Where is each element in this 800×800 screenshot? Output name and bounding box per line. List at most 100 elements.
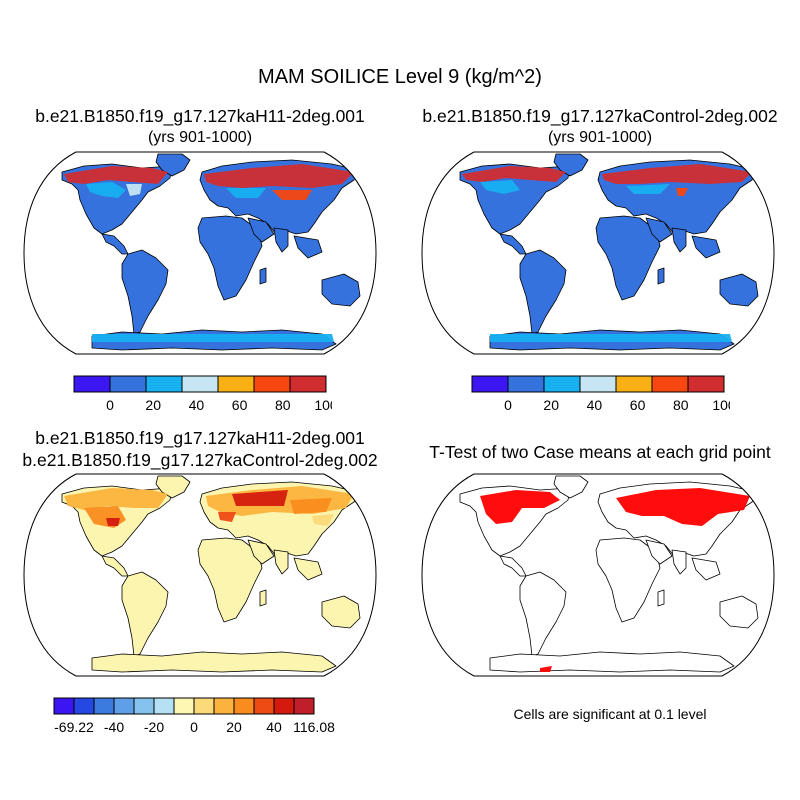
- field-patch: [126, 184, 142, 196]
- colorbar-box: [651, 375, 689, 393]
- panel-diff-title: b.e21.B1850.f19_g17.127kaH11-2deg.001: [35, 428, 365, 448]
- map-content: [61, 153, 361, 351]
- map-case1: [23, 151, 377, 355]
- field-patch: [480, 180, 520, 194]
- colorbar-box: [73, 697, 95, 715]
- colorbar-tick-label: 20: [543, 397, 559, 413]
- land-greenland: [553, 475, 589, 499]
- field-patch: [272, 190, 312, 200]
- colorbar-box: [233, 697, 255, 715]
- land-antarctica: [91, 651, 337, 673]
- colorbar-tick-label: 0: [106, 397, 114, 413]
- colorbar-box: [217, 375, 255, 393]
- land-cam: [499, 233, 527, 255]
- land-sam: [121, 249, 169, 335]
- colorbar-case1: 0 20 40 60 80 100: [73, 375, 332, 413]
- colorbar-box: [289, 375, 327, 393]
- colorbar-box: [73, 375, 111, 393]
- map-difference: [23, 473, 377, 677]
- land-africa: [197, 537, 263, 623]
- colorbar-box: [109, 375, 147, 393]
- field-patch: [540, 666, 552, 672]
- field-patch: [204, 164, 354, 188]
- land-arabia: [247, 539, 275, 565]
- panel-case1-subtitle: (yrs 901-1000): [147, 129, 253, 146]
- land-madagascar: [657, 267, 665, 285]
- colorbar-tick-label: 80: [275, 397, 291, 413]
- colorbar-box: [53, 697, 75, 715]
- field-patch: [290, 498, 332, 514]
- land-greenland: [155, 475, 191, 499]
- field-patch: [312, 514, 334, 526]
- map-content: [459, 153, 759, 351]
- field-patch: [616, 488, 750, 526]
- map-outline: [23, 473, 377, 677]
- colorbar-tick-label: -69.22: [54, 719, 94, 735]
- land-australia: [719, 273, 759, 307]
- land-madagascar: [657, 589, 665, 607]
- colorbar-box: [153, 697, 175, 715]
- land-seasia: [691, 557, 721, 581]
- land-arabia: [247, 217, 275, 243]
- land-australia: [321, 595, 361, 629]
- field-patch: [602, 164, 752, 184]
- map-content: [61, 475, 361, 673]
- colorbar-tick-label: 100: [712, 397, 730, 413]
- land-cam: [499, 555, 527, 577]
- colorbar-box: [579, 375, 617, 393]
- colorbar-box: [145, 375, 183, 393]
- colorbar-tick-label: 116.08: [293, 719, 335, 735]
- colorbar-tick-label: 40: [189, 397, 205, 413]
- map-case2: [421, 151, 775, 355]
- map-ttest: [421, 473, 775, 677]
- colorbar-box: [615, 375, 653, 393]
- land-arabia: [645, 217, 673, 243]
- land-india: [671, 549, 687, 575]
- panel-case2-subtitle: (yrs 901-1000): [547, 129, 653, 146]
- significance-note: Cells are significant at 0.1 level: [513, 706, 707, 722]
- colorbar-box: [687, 375, 725, 393]
- field-patch: [676, 188, 688, 196]
- colorbar-box: [253, 697, 275, 715]
- land-africa: [595, 215, 661, 301]
- colorbar-tick-label: 40: [587, 397, 603, 413]
- land-africa: [595, 537, 661, 623]
- land-cam: [101, 555, 129, 577]
- panel-ttest-title: T-Test of two Case means at each grid po…: [429, 442, 771, 462]
- land-india: [273, 549, 289, 575]
- land-greenland: [155, 153, 191, 177]
- colorbar-box: [507, 375, 545, 393]
- colorbar-box: [133, 697, 155, 715]
- field-patch: [64, 166, 168, 184]
- colorbar-box: [181, 375, 219, 393]
- figure-title: MAM SOILICE Level 9 (kg/m^2): [258, 66, 542, 88]
- field-patch: [490, 334, 732, 342]
- land-nam: [459, 163, 571, 235]
- land-australia: [321, 273, 361, 307]
- colorbar-tick-label: 0: [504, 397, 512, 413]
- field-patch: [106, 518, 120, 526]
- colorbar-tick-label: -40: [104, 719, 124, 735]
- land-madagascar: [259, 267, 267, 285]
- colorbar-tick-label: 20: [226, 719, 242, 735]
- field-patch: [64, 488, 168, 510]
- colorbar-tick-label: 0: [190, 719, 198, 735]
- colorbar-tick-label: 100: [314, 397, 332, 413]
- land-africa: [197, 215, 263, 301]
- field-patch: [218, 512, 236, 522]
- map-outline: [421, 151, 775, 355]
- land-sam: [519, 249, 567, 335]
- panel-diff-subtitle: b.e21.B1850.f19_g17.127kaControl-2deg.00…: [22, 450, 378, 470]
- field-patch: [86, 182, 126, 198]
- colorbar-case2: 0 20 40 60 80 100: [471, 375, 730, 413]
- land-seasia: [293, 557, 323, 581]
- land-arabia: [645, 539, 673, 565]
- land-seasia: [691, 235, 721, 259]
- land-antarctica: [489, 651, 735, 673]
- map-content: [459, 475, 759, 673]
- colorbar-box: [93, 697, 115, 715]
- colorbar-difference: -69.22 -40 -20 0 20 40 116.08: [53, 697, 335, 735]
- colorbar-tick-label: 60: [232, 397, 248, 413]
- colorbar-box: [113, 697, 135, 715]
- colorbar-box: [253, 375, 291, 393]
